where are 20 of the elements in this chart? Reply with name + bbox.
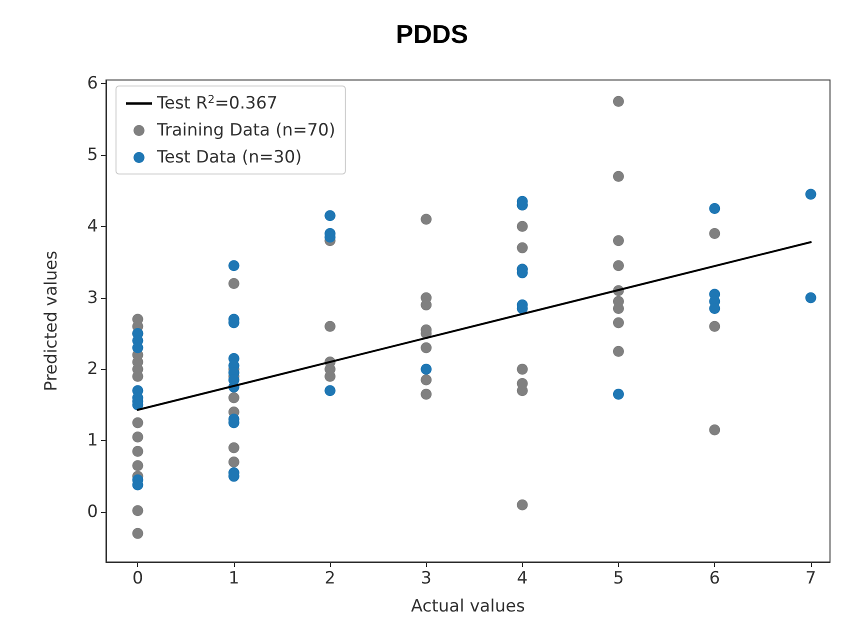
y-tick-label: 2 <box>87 359 98 380</box>
x-tick-label: 3 <box>420 568 432 588</box>
legend-label: Test Data (n=30) <box>156 148 302 168</box>
x-tick-label: 0 <box>132 568 144 588</box>
x-tick-label: 4 <box>516 568 528 588</box>
x-tick-label: 7 <box>805 568 816 588</box>
x-tick-label: 6 <box>709 568 720 588</box>
x-axis-title: Actual values <box>411 596 526 616</box>
x-tick-label: 5 <box>613 568 624 588</box>
legend-label: Training Data (n=70) <box>156 120 336 140</box>
x-tick-label: 1 <box>228 568 240 588</box>
y-tick-label: 3 <box>87 288 98 308</box>
y-axis-title: Predicted values <box>42 250 62 392</box>
y-tick-label: 5 <box>87 144 98 165</box>
y-tick-label: 6 <box>87 74 98 94</box>
x-tick-label: 2 <box>324 568 336 588</box>
y-tick-label: 4 <box>87 216 98 236</box>
chart-title: PDDS <box>396 19 468 49</box>
y-tick-label: 1 <box>87 430 98 451</box>
y-tick-label: 0 <box>87 502 98 522</box>
